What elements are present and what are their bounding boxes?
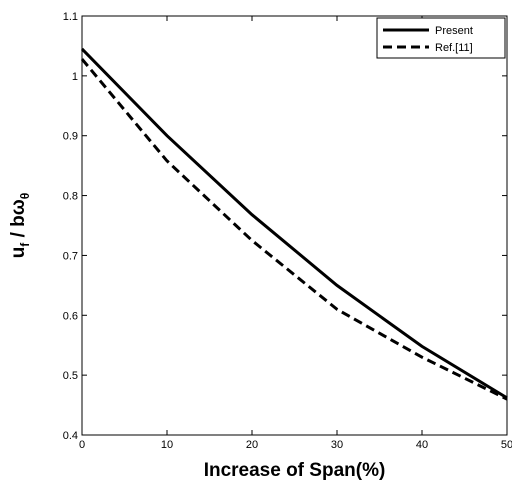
x-axis-title: Increase of Span(%) xyxy=(204,460,386,481)
x-tick-label: 20 xyxy=(246,439,258,451)
x-tick-label: 10 xyxy=(161,439,173,451)
y-tick-label: 1 xyxy=(72,71,78,83)
y-tick-label: 0.6 xyxy=(63,310,78,322)
x-tick-label: 0 xyxy=(79,439,85,451)
x-tick-label: 40 xyxy=(416,439,428,451)
y-axis-title-sub1: f xyxy=(18,242,32,247)
series-layer xyxy=(80,47,508,401)
plot-frame xyxy=(81,15,508,436)
y-axis: 0.4 0.5 0.6 0.7 0.8 0.9 1 1.1 xyxy=(63,11,507,442)
y-axis-title: uf / bωθ xyxy=(8,193,32,259)
legend-box xyxy=(376,17,506,59)
y-tick-label: 0.9 xyxy=(63,131,78,143)
y-tick-label: 0.7 xyxy=(63,250,78,262)
x-axis: 0 10 20 30 40 50 xyxy=(79,16,512,451)
series-line-1 xyxy=(80,47,508,400)
y-axis-title-main: u xyxy=(8,247,29,259)
y-tick-label: 0.4 xyxy=(63,430,78,442)
y-axis-title-mid: / bω xyxy=(8,199,29,243)
y-tick-label: 0.5 xyxy=(63,370,78,382)
y-axis-title-sub2: θ xyxy=(18,193,32,200)
plot-area xyxy=(81,15,508,436)
y-tick-label: 0.8 xyxy=(63,191,78,203)
x-tick-label: 30 xyxy=(331,439,343,451)
legend-label-2: Ref.[11] xyxy=(435,42,473,54)
legend-label-1: Present xyxy=(435,25,473,37)
x-tick-label: 50 xyxy=(501,439,512,451)
series-line-2 xyxy=(80,58,508,401)
legend: Present Ref.[11] xyxy=(376,17,506,59)
y-tick-label: 1.1 xyxy=(63,11,78,23)
